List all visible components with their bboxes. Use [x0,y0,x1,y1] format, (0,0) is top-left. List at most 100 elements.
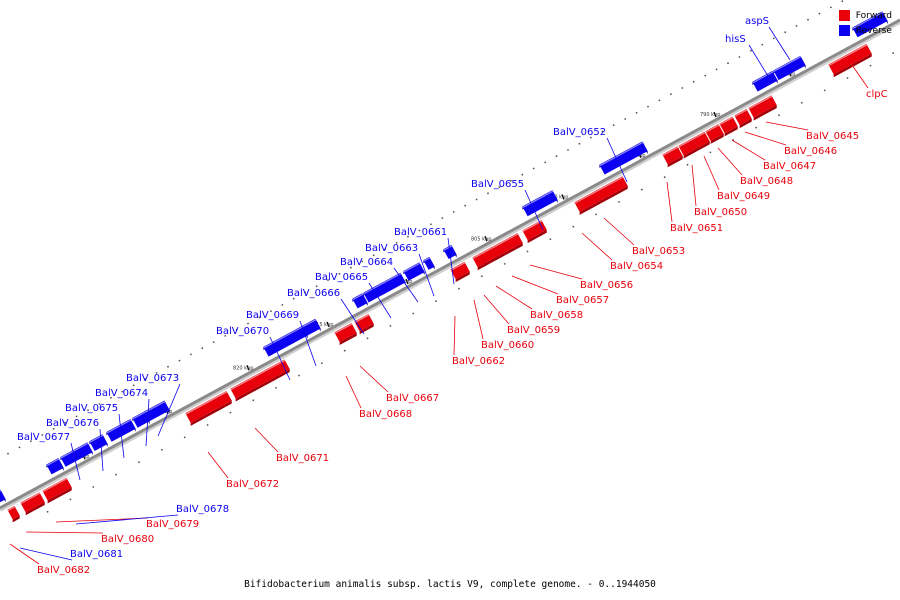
leader-line-balv-0667 [359,365,389,393]
scale-dot [572,225,575,228]
leader-line-balv-0647 [731,139,766,161]
scale-dot [155,372,158,374]
leader-line-clpc [851,64,869,89]
scale-dot [772,37,775,40]
gene-label-balv-0671: BalV_0671 [276,453,329,464]
leader-line-balv-0655 [524,189,544,231]
leader-line-balv-0670 [269,336,291,381]
gene-label-balv-0656: BalV_0656 [580,280,633,291]
gene-label-balv-0667: BalV_0667 [386,393,439,404]
kbp-tick [405,278,409,285]
scale-dot [132,384,135,387]
leader-line-balv-0659 [483,294,510,325]
reverse-gene-box [403,262,425,281]
leader-line-balv-0649 [703,155,720,191]
scale-dot [304,291,307,294]
kbp-tick [326,321,330,328]
gene-label-balv-0648: BalV_0648 [740,176,793,187]
leader-line-balv-0662 [453,315,456,356]
reverse-gene-box [363,272,406,303]
scale-dot [521,173,524,176]
kbp-marker-label: 790 kbp [700,112,720,118]
reverse-gene-box [89,434,108,452]
scale-dot [350,266,352,269]
scale-dot [224,335,227,337]
leader-line-balv-0678 [75,514,179,525]
leader-line-balv-0657 [511,275,559,295]
scale-dot [412,312,415,315]
scale-dot [658,99,661,102]
gene-label-balv-0665: BalV_0665 [315,272,368,283]
scale-dot [7,452,9,455]
reverse-gene-box [773,55,806,81]
scale-dot [475,198,478,201]
scale-dot [452,211,455,213]
kbp-marker-label: 820 kbp [233,365,253,371]
gene-label-balv-0646: BalV_0646 [784,146,837,157]
gene-label-balv-0660: BalV_0660 [481,340,534,351]
scale-dot [87,409,89,412]
leader-line-balv-0660 [473,299,484,340]
leader-line-asps [768,26,791,61]
scale-dot [320,362,323,364]
scale-dot [281,304,284,306]
scale-dot [366,337,369,340]
kbp-tick [484,236,488,242]
scale-dot [178,359,181,362]
kbp-tick [561,194,565,200]
leader-line-balv-0672 [207,451,229,479]
leader-line-balv-0681 [19,547,73,561]
gene-label-balv-0666: BalV_0666 [287,288,340,299]
scale-dot [555,155,558,158]
gene-label-balv-0663: BalV_0663 [365,243,418,254]
legend: Forward Reverse [838,8,892,38]
gene-label-balv-0662: BalV_0662 [452,356,505,367]
scale-dot [167,365,169,368]
scale-dot [270,310,272,312]
scale-dot [183,436,186,439]
leader-line-balv-0666 [340,298,365,335]
scale-dot [601,130,604,133]
leader-line-balv-0682 [9,543,40,565]
scale-dot [750,49,752,52]
scale-dot [807,18,809,21]
reverse-gene-box [423,256,435,270]
gene-label-balv-0680: BalV_0680 [101,534,154,545]
reverse-gene-box [0,489,6,503]
scale-dot [430,223,432,226]
scale-dot [64,421,67,424]
leader-line-balv-0668 [345,375,362,409]
scale-dot [384,248,387,251]
scale-dot [389,325,392,327]
leader-line-balv-0680 [25,531,104,534]
scale-dot [201,347,204,350]
scale-dot [727,62,729,65]
scale-dot [92,486,95,488]
gene-label-balv-0676: BalV_0676 [46,418,99,429]
gene-label-asps: aspS [745,16,769,27]
forward-gene-box [748,95,777,121]
leader-line-balv-0656 [529,264,583,280]
scale-dot [800,101,803,104]
scale-dot [778,114,780,117]
scale-dot [327,279,329,281]
forward-gene-box [678,138,698,159]
forward-gene-box [20,492,45,516]
scale-dot [315,285,318,288]
forward-gene-box [574,190,601,215]
scale-dot [212,341,215,343]
scale-dot [595,213,597,216]
scale-dot [869,64,872,67]
gene-label-balv-0668: BalV_0668 [359,409,412,420]
reverse-gene-box [144,400,170,422]
reverse-gene-box [60,442,93,467]
forward-gene-box [692,131,710,151]
gene-label-balv-0661: BalV_0661 [394,227,447,238]
forward-gene-box [662,146,683,168]
reverse-gene-box [852,11,888,38]
scale-dot [41,434,44,436]
scale-dot [738,56,741,58]
scale-dot [549,238,552,241]
gene-label-balv-0659: BalV_0659 [507,325,560,336]
